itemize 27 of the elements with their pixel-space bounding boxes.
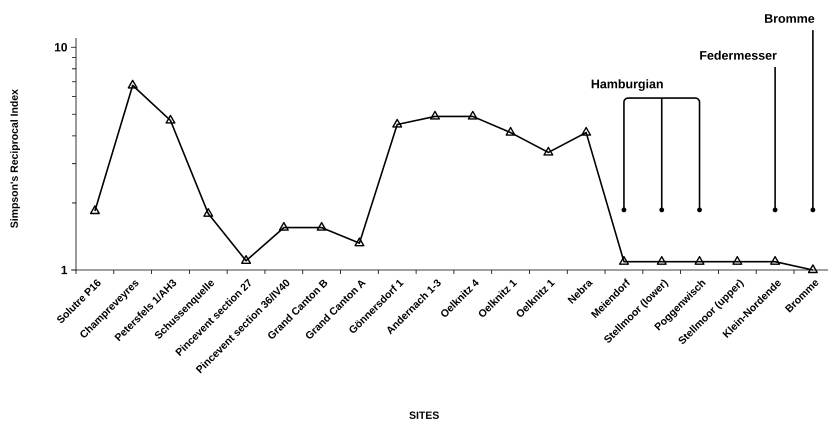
point <box>354 237 364 246</box>
annotation: Hamburgian <box>592 79 663 91</box>
point <box>165 114 176 124</box>
point <box>656 256 667 265</box>
x-axis-title: SITES <box>409 412 439 419</box>
y-tick-label: 1 <box>62 266 68 274</box>
point <box>392 118 402 128</box>
point <box>468 110 478 120</box>
point <box>430 110 440 120</box>
annotation: Federmesser <box>700 50 777 60</box>
point <box>618 256 629 265</box>
point <box>203 208 214 217</box>
y-tick-label: 10 <box>54 42 67 52</box>
point <box>241 255 252 264</box>
point <box>278 222 289 231</box>
point <box>543 146 554 156</box>
point <box>128 80 138 89</box>
point <box>770 256 780 265</box>
point <box>90 205 100 214</box>
y-axis-title: Simpson's Reciprocal Index <box>10 89 20 228</box>
point <box>316 222 327 231</box>
text: Bromme <box>765 14 814 23</box>
point <box>506 126 516 136</box>
point <box>808 264 818 274</box>
point <box>581 126 592 136</box>
point <box>732 256 742 265</box>
point <box>694 256 705 265</box>
